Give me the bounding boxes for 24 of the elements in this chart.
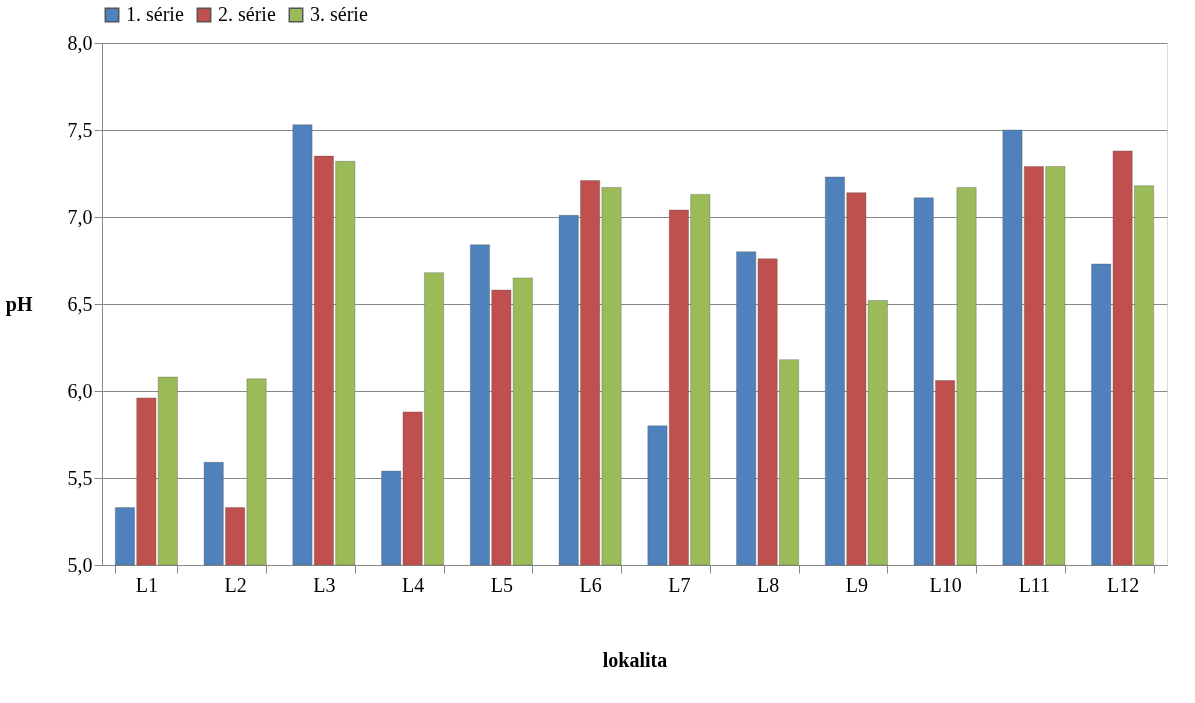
y-tick-label: 7,0 bbox=[67, 205, 93, 228]
x-tick-label: L9 bbox=[845, 573, 868, 596]
x-tick-label: L8 bbox=[757, 573, 780, 596]
y-axis-title: pH bbox=[5, 292, 33, 316]
y-tick-label: 6,0 bbox=[67, 379, 93, 402]
x-tick-label: L4 bbox=[402, 573, 425, 596]
y-tick-label: 6,5 bbox=[67, 292, 93, 315]
x-tick-label: L3 bbox=[313, 573, 336, 596]
x-tick-label: L5 bbox=[490, 573, 513, 596]
x-tick-label: L6 bbox=[579, 573, 602, 596]
y-tick-label: 5,5 bbox=[67, 466, 93, 489]
x-tick-label: L12 bbox=[1107, 573, 1140, 596]
x-tick-label: L7 bbox=[668, 573, 691, 596]
y-tick-label: 8,0 bbox=[67, 31, 93, 54]
x-tick-label: L10 bbox=[929, 573, 962, 596]
x-tick-label: L11 bbox=[1018, 573, 1051, 596]
legend-label: 3. série bbox=[310, 3, 368, 25]
x-axis-title: lokalita bbox=[602, 648, 668, 671]
legend-label: 2. série bbox=[218, 3, 276, 25]
legend-label: 1. série bbox=[126, 3, 184, 25]
y-tick-label: 5,0 bbox=[67, 553, 93, 576]
x-tick-label: L1 bbox=[135, 573, 158, 596]
x-tick-label: L2 bbox=[224, 573, 247, 596]
y-tick-label: 7,5 bbox=[67, 118, 93, 141]
